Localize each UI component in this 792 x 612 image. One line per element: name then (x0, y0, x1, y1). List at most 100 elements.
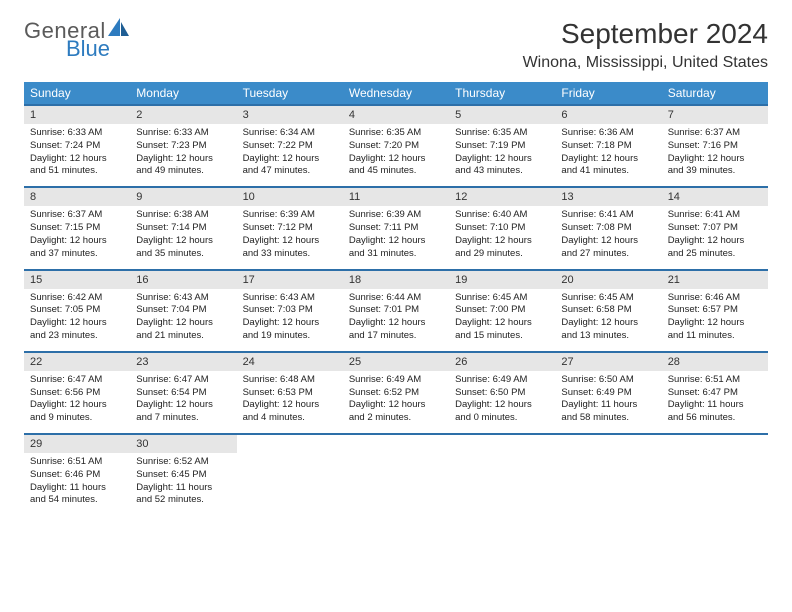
title-block: September 2024 Winona, Mississippi, Unit… (523, 18, 768, 72)
sunrise-text: Sunrise: 6:42 AM (30, 292, 124, 305)
day-data-cell: Sunrise: 6:38 AMSunset: 7:14 PMDaylight:… (130, 206, 236, 269)
sunrise-text: Sunrise: 6:35 AM (349, 127, 443, 140)
day-data-cell: Sunrise: 6:46 AMSunset: 6:57 PMDaylight:… (662, 289, 768, 352)
day-data-cell: Sunrise: 6:39 AMSunset: 7:12 PMDaylight:… (237, 206, 343, 269)
daylight-text-1: Daylight: 11 hours (30, 482, 124, 495)
daylight-text-1: Daylight: 12 hours (455, 153, 549, 166)
daylight-text-2: and 11 minutes. (668, 330, 762, 343)
sunset-text: Sunset: 7:07 PM (668, 222, 762, 235)
daylight-text-2: and 45 minutes. (349, 165, 443, 178)
sunset-text: Sunset: 7:20 PM (349, 140, 443, 153)
day-data-cell: Sunrise: 6:47 AMSunset: 6:56 PMDaylight:… (24, 371, 130, 434)
daylight-text-1: Daylight: 12 hours (243, 153, 337, 166)
sunset-text: Sunset: 6:52 PM (349, 387, 443, 400)
daylight-text-2: and 39 minutes. (668, 165, 762, 178)
month-title: September 2024 (523, 18, 768, 50)
day-data-cell: Sunrise: 6:49 AMSunset: 6:50 PMDaylight:… (449, 371, 555, 434)
week-num-row: 1234567 (24, 105, 768, 124)
day-number-cell: 23 (130, 352, 236, 371)
day-data-cell (343, 453, 449, 515)
day-data-cell: Sunrise: 6:52 AMSunset: 6:45 PMDaylight:… (130, 453, 236, 515)
sunrise-text: Sunrise: 6:47 AM (136, 374, 230, 387)
day-number-cell: 22 (24, 352, 130, 371)
sunrise-text: Sunrise: 6:51 AM (30, 456, 124, 469)
sunset-text: Sunset: 6:57 PM (668, 304, 762, 317)
day-data-cell: Sunrise: 6:45 AMSunset: 7:00 PMDaylight:… (449, 289, 555, 352)
day-data-cell: Sunrise: 6:50 AMSunset: 6:49 PMDaylight:… (555, 371, 661, 434)
day-number-cell (449, 434, 555, 453)
day-data-cell: Sunrise: 6:34 AMSunset: 7:22 PMDaylight:… (237, 124, 343, 187)
day-data-cell: Sunrise: 6:49 AMSunset: 6:52 PMDaylight:… (343, 371, 449, 434)
day-number-cell: 2 (130, 105, 236, 124)
logo: General Blue (24, 18, 130, 60)
day-data-cell: Sunrise: 6:35 AMSunset: 7:19 PMDaylight:… (449, 124, 555, 187)
sunrise-text: Sunrise: 6:43 AM (136, 292, 230, 305)
sunset-text: Sunset: 7:00 PM (455, 304, 549, 317)
day-number-cell: 4 (343, 105, 449, 124)
daylight-text-1: Daylight: 12 hours (561, 317, 655, 330)
daylight-text-1: Daylight: 12 hours (136, 399, 230, 412)
sunset-text: Sunset: 6:53 PM (243, 387, 337, 400)
day-number-cell: 11 (343, 187, 449, 206)
daylight-text-2: and 15 minutes. (455, 330, 549, 343)
sunrise-text: Sunrise: 6:47 AM (30, 374, 124, 387)
week-data-row: Sunrise: 6:51 AMSunset: 6:46 PMDaylight:… (24, 453, 768, 515)
daylight-text-1: Daylight: 12 hours (136, 153, 230, 166)
daylight-text-2: and 43 minutes. (455, 165, 549, 178)
daylight-text-2: and 13 minutes. (561, 330, 655, 343)
day-header: Sunday (24, 82, 130, 105)
day-header: Friday (555, 82, 661, 105)
week-data-row: Sunrise: 6:47 AMSunset: 6:56 PMDaylight:… (24, 371, 768, 434)
day-data-cell: Sunrise: 6:36 AMSunset: 7:18 PMDaylight:… (555, 124, 661, 187)
daylight-text-2: and 9 minutes. (30, 412, 124, 425)
daylight-text-1: Daylight: 11 hours (668, 399, 762, 412)
week-num-row: 15161718192021 (24, 270, 768, 289)
calendar-table: Sunday Monday Tuesday Wednesday Thursday… (24, 82, 768, 515)
day-number-cell: 1 (24, 105, 130, 124)
sunrise-text: Sunrise: 6:50 AM (561, 374, 655, 387)
sunset-text: Sunset: 7:22 PM (243, 140, 337, 153)
sunset-text: Sunset: 6:54 PM (136, 387, 230, 400)
daylight-text-2: and 31 minutes. (349, 248, 443, 261)
daylight-text-2: and 17 minutes. (349, 330, 443, 343)
sunset-text: Sunset: 6:47 PM (668, 387, 762, 400)
day-data-cell: Sunrise: 6:33 AMSunset: 7:24 PMDaylight:… (24, 124, 130, 187)
day-data-cell: Sunrise: 6:35 AMSunset: 7:20 PMDaylight:… (343, 124, 449, 187)
daylight-text-2: and 56 minutes. (668, 412, 762, 425)
day-number-cell: 29 (24, 434, 130, 453)
daylight-text-2: and 37 minutes. (30, 248, 124, 261)
daylight-text-1: Daylight: 12 hours (668, 235, 762, 248)
day-data-cell: Sunrise: 6:48 AMSunset: 6:53 PMDaylight:… (237, 371, 343, 434)
daylight-text-1: Daylight: 12 hours (668, 153, 762, 166)
daylight-text-1: Daylight: 12 hours (561, 235, 655, 248)
sunrise-text: Sunrise: 6:45 AM (455, 292, 549, 305)
day-data-cell: Sunrise: 6:47 AMSunset: 6:54 PMDaylight:… (130, 371, 236, 434)
daylight-text-1: Daylight: 12 hours (349, 235, 443, 248)
daylight-text-1: Daylight: 12 hours (349, 153, 443, 166)
sunrise-text: Sunrise: 6:33 AM (30, 127, 124, 140)
sunset-text: Sunset: 7:05 PM (30, 304, 124, 317)
sunset-text: Sunset: 7:16 PM (668, 140, 762, 153)
day-number-cell (555, 434, 661, 453)
day-number-cell: 18 (343, 270, 449, 289)
day-data-cell: Sunrise: 6:33 AMSunset: 7:23 PMDaylight:… (130, 124, 236, 187)
day-data-cell: Sunrise: 6:37 AMSunset: 7:16 PMDaylight:… (662, 124, 768, 187)
sunrise-text: Sunrise: 6:39 AM (349, 209, 443, 222)
day-header-row: Sunday Monday Tuesday Wednesday Thursday… (24, 82, 768, 105)
day-number-cell: 5 (449, 105, 555, 124)
daylight-text-1: Daylight: 12 hours (30, 317, 124, 330)
day-number-cell: 16 (130, 270, 236, 289)
daylight-text-2: and 4 minutes. (243, 412, 337, 425)
day-number-cell: 26 (449, 352, 555, 371)
sunrise-text: Sunrise: 6:49 AM (455, 374, 549, 387)
day-number-cell: 20 (555, 270, 661, 289)
day-number-cell: 17 (237, 270, 343, 289)
day-header: Thursday (449, 82, 555, 105)
week-data-row: Sunrise: 6:33 AMSunset: 7:24 PMDaylight:… (24, 124, 768, 187)
sunset-text: Sunset: 7:12 PM (243, 222, 337, 235)
sunrise-text: Sunrise: 6:36 AM (561, 127, 655, 140)
daylight-text-2: and 7 minutes. (136, 412, 230, 425)
sunrise-text: Sunrise: 6:40 AM (455, 209, 549, 222)
sunset-text: Sunset: 7:18 PM (561, 140, 655, 153)
day-number-cell: 13 (555, 187, 661, 206)
